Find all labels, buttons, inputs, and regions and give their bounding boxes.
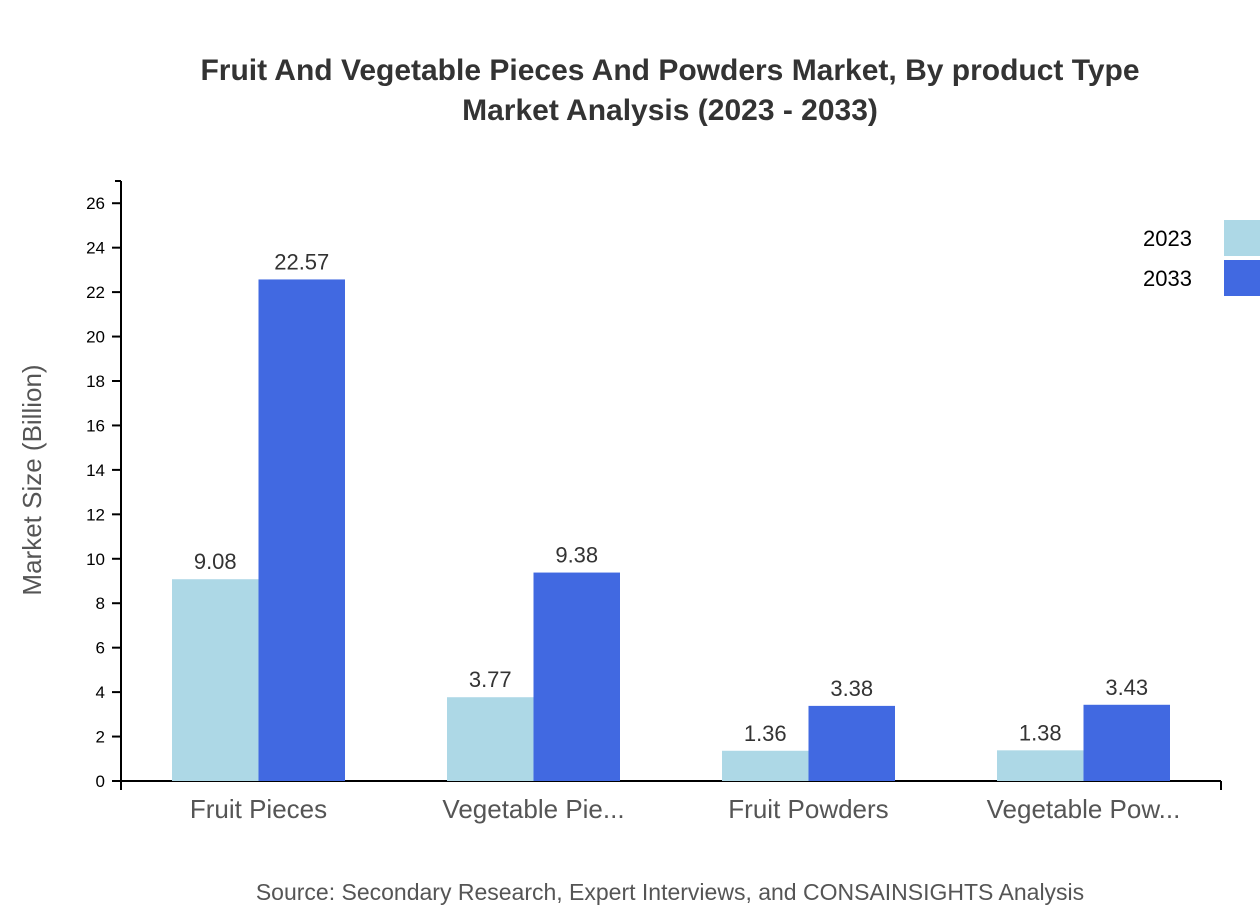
y-tick-label: 18 xyxy=(86,372,105,391)
bar-2023 xyxy=(447,697,534,781)
bar-2033 xyxy=(1083,704,1170,781)
legend-swatch xyxy=(1224,220,1260,256)
y-tick-label: 14 xyxy=(86,461,105,480)
y-tick-label: 20 xyxy=(86,328,105,347)
x-tick-label: Fruit Pieces xyxy=(190,794,327,824)
y-tick-label: 26 xyxy=(86,194,105,213)
data-label: 3.77 xyxy=(469,667,512,692)
data-label: 22.57 xyxy=(274,249,329,274)
chart-title-line2: Market Analysis (2023 - 2033) xyxy=(462,94,878,127)
y-tick-label: 2 xyxy=(96,728,105,747)
y-tick-label: 6 xyxy=(96,639,105,658)
y-tick-label: 22 xyxy=(86,283,105,302)
data-label: 1.36 xyxy=(744,721,787,746)
y-tick-label: 24 xyxy=(86,239,105,258)
data-label: 3.38 xyxy=(830,676,873,701)
y-tick-label: 16 xyxy=(86,416,105,435)
bar-2023 xyxy=(172,579,259,781)
y-tick-label: 10 xyxy=(86,550,105,569)
source-note: Source: Secondary Research, Expert Inter… xyxy=(256,879,1084,905)
x-tick-label: Vegetable Pow... xyxy=(987,794,1181,824)
legend-label: 2023 xyxy=(1143,226,1192,251)
x-tick-label: Vegetable Pie... xyxy=(442,794,624,824)
bar-2033 xyxy=(533,572,620,781)
data-label: 9.38 xyxy=(555,543,598,568)
y-tick-label: 0 xyxy=(96,772,105,791)
chart-title-line1: Fruit And Vegetable Pieces And Powders M… xyxy=(200,54,1139,87)
data-label: 3.43 xyxy=(1105,675,1148,700)
bar-2033 xyxy=(258,279,345,781)
bar-2023 xyxy=(722,750,809,781)
x-tick-label: Fruit Powders xyxy=(728,794,888,824)
bar-2023 xyxy=(997,750,1084,781)
bar-2033 xyxy=(808,705,895,781)
data-label: 1.38 xyxy=(1019,720,1062,745)
y-axis-label: Market Size (Billion) xyxy=(17,364,47,595)
data-label: 9.08 xyxy=(194,549,237,574)
y-tick-label: 8 xyxy=(96,594,105,613)
y-tick-label: 4 xyxy=(96,683,105,702)
legend-swatch xyxy=(1224,260,1260,296)
legend-label: 2033 xyxy=(1143,266,1192,291)
y-tick-label: 12 xyxy=(86,505,105,524)
